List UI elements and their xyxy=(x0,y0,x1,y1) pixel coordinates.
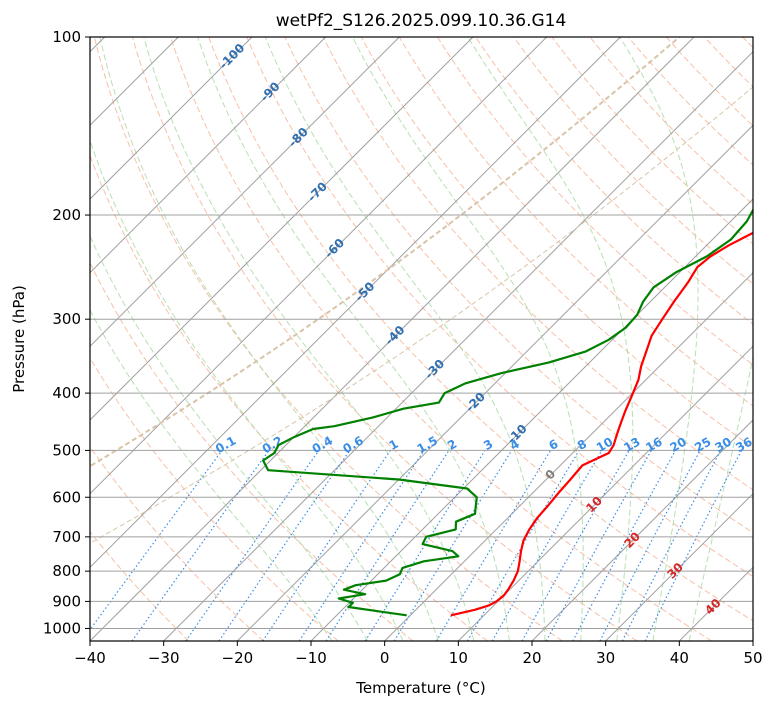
moist-adiabat-line xyxy=(90,234,369,641)
dewpoint-series-line xyxy=(262,207,753,617)
moist-adiabat-line xyxy=(352,37,584,641)
moist-adiabat-line xyxy=(90,309,333,641)
dry-adiabat-line xyxy=(322,37,753,491)
y-axis-ticks: 100 200 300 400 500 600 700 800 900 1000 xyxy=(43,28,90,637)
y-tick-label: 400 xyxy=(52,384,81,402)
x-axis-title: Temperature (°C) xyxy=(355,679,485,697)
y-tick-label: 100 xyxy=(52,28,81,46)
mixing-ratio-line xyxy=(298,450,425,641)
isotherm-line xyxy=(90,37,327,274)
mixing-ratio-line xyxy=(262,450,391,641)
mixing-ratio-line xyxy=(90,450,223,631)
dry-adiabat-line xyxy=(360,37,753,449)
isotherm-line xyxy=(90,37,400,348)
moist-adiabat-line xyxy=(90,138,404,641)
y-tick-label: 200 xyxy=(52,206,81,224)
mixing-ratio-line xyxy=(185,450,320,641)
mixing-ratio-line xyxy=(393,450,513,641)
x-tick-label: −20 xyxy=(222,649,254,667)
temperature-series-line xyxy=(450,231,753,617)
plot-frame xyxy=(89,36,754,642)
isotherm-line xyxy=(90,37,253,200)
mixing-ratio-line xyxy=(621,450,722,641)
isotherm-line xyxy=(163,50,753,641)
x-axis-ticks: −40 −30 −20 −10 0 10 20 30 40 50 xyxy=(74,641,763,667)
y-tick-label: 1000 xyxy=(43,619,81,637)
isotherm-line xyxy=(384,271,753,641)
dry-adiabat-line xyxy=(475,37,753,325)
sounding-profiles xyxy=(262,207,753,617)
isotherm-line xyxy=(90,37,548,495)
y-axis-title: Pressure (hPa) xyxy=(10,285,28,393)
dry-adiabat-line xyxy=(93,37,563,641)
dry-adiabat-line xyxy=(90,154,488,641)
x-tick-label: 30 xyxy=(596,649,615,667)
mixing-ratio-label: 36 xyxy=(733,435,754,455)
x-tick-label: −10 xyxy=(295,649,327,667)
moist-adiabat-line xyxy=(197,37,510,641)
x-tick-label: −40 xyxy=(74,649,106,667)
x-tick-label: 50 xyxy=(743,649,762,667)
x-tick-label: 20 xyxy=(522,649,541,667)
x-tick-label: 0 xyxy=(380,649,390,667)
y-tick-label: 500 xyxy=(52,441,81,459)
mixing-ratio-line xyxy=(325,450,450,641)
mixing-ratio-line xyxy=(545,450,652,641)
moist-adiabat-line xyxy=(264,37,546,641)
x-tick-label: 10 xyxy=(449,649,468,667)
reference-lines xyxy=(90,37,753,641)
dry-adiabat-line xyxy=(90,357,339,641)
dry-adiabat-line xyxy=(90,445,264,641)
moist-adiabat-line xyxy=(619,37,699,641)
dry-adiabat-line xyxy=(398,37,753,407)
dry-adiabat-line xyxy=(170,37,712,641)
isotherm-line xyxy=(457,345,753,641)
dry-adiabat-line xyxy=(131,37,638,641)
isotherm-line xyxy=(90,37,621,569)
dry-adiabat-line xyxy=(90,530,190,641)
moist-adiabat-line xyxy=(467,37,634,641)
x-tick-label: −30 xyxy=(148,649,180,667)
isotherm-line xyxy=(90,37,695,641)
isotherm-line xyxy=(605,492,753,641)
mixing-ratio-line xyxy=(644,450,743,641)
y-tick-label: 300 xyxy=(52,310,81,328)
mixing-ratio-line xyxy=(572,450,677,641)
dry-adiabat-line xyxy=(513,37,753,285)
x-tick-label: 40 xyxy=(670,649,689,667)
isotherm-line xyxy=(90,37,474,421)
moist-adiabat-line xyxy=(143,37,475,641)
isotherm-line xyxy=(310,198,753,641)
chart-title: wetPf2_S126.2025.099.10.36.G14 xyxy=(276,11,567,31)
y-tick-label: 600 xyxy=(52,488,81,506)
y-tick-label: 800 xyxy=(52,562,81,580)
pressure-gridlines xyxy=(90,37,753,629)
dry-adiabat-line xyxy=(208,37,753,622)
isotherm-line xyxy=(531,419,753,641)
mixing-ratio-line xyxy=(521,450,630,641)
moist-adiabat-line xyxy=(688,355,753,641)
reference-curve-line xyxy=(90,86,753,544)
mixing-ratio-line xyxy=(131,450,270,641)
isotherm-line xyxy=(236,124,753,641)
y-tick-label: 700 xyxy=(52,528,81,546)
mixing-ratio-line xyxy=(218,450,351,641)
reference-curve-line xyxy=(90,37,680,468)
y-tick-label: 900 xyxy=(52,592,81,610)
